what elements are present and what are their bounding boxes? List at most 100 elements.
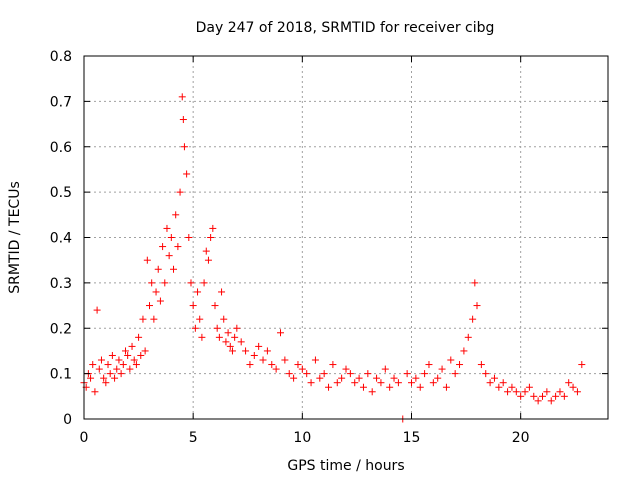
data-point	[222, 338, 230, 346]
data-point	[408, 379, 415, 387]
data-point	[179, 116, 187, 124]
data-point	[263, 347, 271, 355]
data-point	[128, 342, 136, 350]
x-tick-label: 20	[512, 430, 530, 446]
data-point	[325, 383, 333, 391]
data-point	[351, 379, 359, 387]
data-point	[141, 347, 149, 355]
y-tick-label: 0.5	[50, 185, 72, 201]
data-point	[115, 356, 123, 364]
data-point	[495, 383, 503, 391]
data-point	[421, 370, 429, 378]
data-point	[204, 256, 212, 264]
data-point	[477, 361, 485, 369]
data-point	[281, 356, 289, 364]
data-point	[102, 379, 110, 387]
data-point	[560, 392, 568, 400]
data-point	[373, 374, 381, 382]
data-point	[161, 279, 169, 287]
data-points	[80, 93, 586, 423]
data-point	[486, 379, 494, 387]
x-tick-label: 0	[80, 430, 89, 446]
data-point	[425, 361, 433, 369]
y-tick-label: 0.7	[50, 94, 72, 110]
data-point	[303, 370, 311, 378]
y-tick-label: 0.2	[50, 321, 72, 337]
data-point	[213, 324, 221, 332]
data-point	[100, 374, 108, 382]
data-point	[209, 224, 217, 232]
data-point	[525, 383, 533, 391]
data-point	[482, 370, 490, 378]
data-point	[137, 351, 145, 359]
data-point	[434, 374, 442, 382]
data-point	[194, 288, 202, 296]
y-tick-label: 0.3	[50, 276, 72, 292]
data-point	[170, 265, 178, 273]
data-point	[97, 356, 105, 364]
data-point	[447, 356, 455, 364]
data-point	[320, 370, 328, 378]
data-point	[139, 315, 147, 323]
x-axis-label: GPS time / hours	[287, 458, 404, 474]
y-axis-label: SRMTID / TECUs	[7, 181, 23, 294]
x-tick-label: 10	[293, 430, 311, 446]
data-point	[246, 361, 254, 369]
data-point	[316, 374, 324, 382]
data-point	[93, 306, 101, 314]
data-point	[233, 324, 241, 332]
chart-title: Day 247 of 2018, SRMTID for receiver cib…	[196, 20, 495, 36]
data-point	[211, 302, 219, 310]
data-point	[290, 374, 298, 382]
data-point	[143, 256, 151, 264]
data-point	[108, 351, 116, 359]
data-point	[451, 370, 459, 378]
data-point	[473, 302, 481, 310]
data-point	[218, 288, 226, 296]
data-point	[346, 370, 354, 378]
y-tick-label: 0.8	[50, 49, 72, 65]
data-point	[183, 170, 191, 178]
data-point	[130, 356, 138, 364]
data-point	[189, 302, 197, 310]
data-point	[298, 365, 306, 373]
data-point	[338, 374, 346, 382]
data-point	[277, 329, 284, 337]
y-tick-label: 0	[63, 412, 72, 428]
data-point	[231, 333, 239, 341]
data-point	[200, 279, 208, 287]
data-point	[226, 342, 234, 350]
data-point	[119, 361, 127, 369]
data-point	[156, 297, 164, 305]
data-point	[237, 338, 245, 346]
data-point	[307, 379, 315, 387]
data-point	[390, 374, 398, 382]
data-point	[135, 333, 143, 341]
data-point	[578, 361, 586, 369]
data-point	[113, 365, 121, 373]
data-point	[573, 388, 581, 396]
data-point	[255, 342, 263, 350]
data-point	[191, 324, 199, 332]
data-point	[126, 365, 134, 373]
data-point	[460, 347, 468, 355]
data-point	[469, 315, 477, 323]
data-point	[386, 383, 394, 391]
data-point	[429, 379, 437, 387]
data-point	[220, 315, 228, 323]
data-point	[146, 302, 153, 310]
data-point	[394, 379, 402, 387]
data-point	[543, 388, 551, 396]
data-point	[259, 356, 267, 364]
data-point	[176, 188, 184, 196]
data-point	[471, 279, 479, 287]
data-point	[250, 351, 258, 359]
data-point	[490, 374, 498, 382]
data-point	[512, 388, 520, 396]
data-point	[364, 370, 372, 378]
data-point	[215, 333, 223, 341]
data-point	[111, 374, 119, 382]
data-point	[117, 370, 125, 378]
data-point	[202, 247, 210, 255]
data-point	[517, 392, 525, 400]
